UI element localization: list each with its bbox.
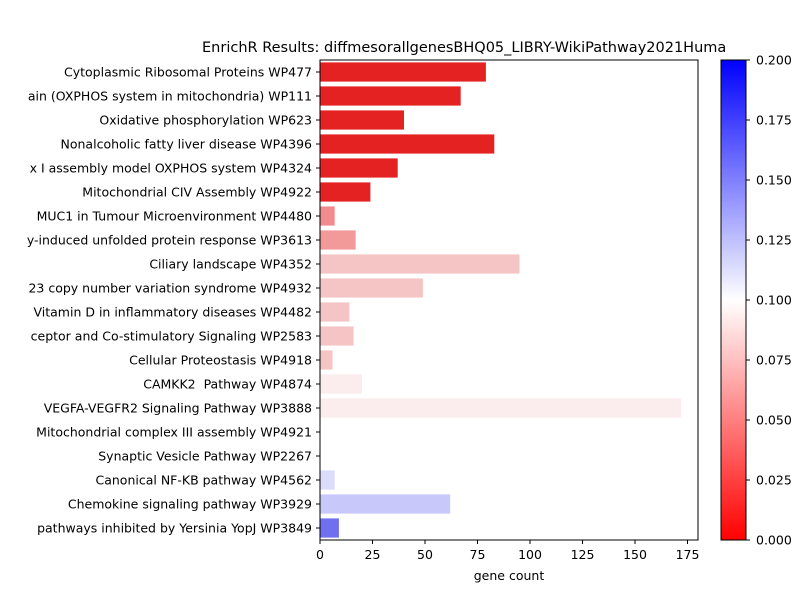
y-tick-label: Ciliary landscape WP4352 [149, 257, 312, 272]
y-tick-label: pathways inhibited by Yersinia YopJ WP38… [33, 521, 312, 536]
bar [320, 350, 333, 370]
y-tick-label: MUC1 in Tumour Microenvironment WP4480 [33, 209, 312, 224]
x-tick-label: 100 [518, 547, 542, 562]
y-tick-label: ceptor and Co-stimulatory Signaling WP25… [31, 329, 312, 344]
y-tick-label: y-induced unfolded protein response WP36… [27, 233, 312, 248]
bar [320, 518, 339, 538]
y-tick-label: Mitochondrial CIV Assembly WP4922 [82, 185, 312, 200]
y-tick-label: Vitamin D in inflammatory diseases WP448… [34, 305, 313, 320]
x-tick-label: 25 [365, 547, 381, 562]
y-tick-label: VEGFA-VEGFR2 Signaling Pathway WP3888 [44, 401, 312, 416]
y-tick-label: Cytoplasmic Ribosomal Proteins WP477 [64, 65, 312, 80]
y-tick-label: ain (OXPHOS system in mitochondria) WP11… [28, 89, 312, 104]
x-tick-label: 75 [470, 547, 486, 562]
bar [320, 110, 404, 130]
x-axis-label: gene count [474, 568, 545, 583]
y-tick-label: Mitochondrial complex III assembly WP492… [36, 425, 312, 440]
colorbar-tick-label: 0.000 [756, 533, 792, 548]
colorbar-tick-label: 0.100 [756, 293, 792, 308]
y-tick-label: x I assembly model OXPHOS system WP4324 [30, 161, 312, 176]
colorbar-tick-label: 0.150 [756, 173, 792, 188]
plot-frame [319, 59, 699, 541]
x-tick-label: 0 [316, 547, 324, 562]
colorbar-tick-label: 0.025 [756, 473, 792, 488]
bar [320, 134, 495, 154]
bar [320, 278, 423, 298]
colorbar-tick-label: 0.075 [756, 353, 792, 368]
y-tick-label: CAMKK2 Pathway WP4874 [143, 377, 312, 392]
colorbar-tick-label: 0.050 [756, 413, 792, 428]
y-tick-label: Oxidative phosphorylation WP623 [99, 113, 312, 128]
bar [320, 158, 398, 178]
x-tick-label: 175 [676, 547, 700, 562]
colorbar-tick-label: 0.200 [756, 53, 792, 68]
bar [320, 326, 354, 346]
y-tick-label: Nonalcoholic fatty liver disease WP4396 [61, 137, 313, 152]
x-tick-label: 150 [623, 547, 647, 562]
y-tick-label: Synaptic Vesicle Pathway WP2267 [98, 449, 312, 464]
y-tick-label: Canonical NF-KB pathway WP4562 [95, 473, 312, 488]
bar [320, 470, 335, 490]
bar [320, 182, 371, 202]
bar [320, 230, 356, 250]
chart-title: EnrichR Results: diffmesorallgenesBHQ05_… [202, 40, 726, 56]
bar [320, 206, 335, 226]
bar [320, 254, 520, 274]
colorbar-tick-label: 0.175 [756, 113, 792, 128]
colorbar [720, 59, 747, 541]
x-tick-label: 125 [571, 547, 595, 562]
bar [320, 494, 451, 514]
bar [320, 302, 350, 322]
x-tick-label: 50 [417, 547, 433, 562]
bar [320, 62, 486, 82]
y-tick-label: 23 copy number variation syndrome WP4932 [28, 281, 312, 296]
bar [320, 374, 362, 394]
colorbar-tick-label: 0.125 [756, 233, 792, 248]
y-tick-label: Chemokine signaling pathway WP3929 [68, 497, 312, 512]
bar [320, 398, 682, 418]
y-tick-label: Cellular Proteostasis WP4918 [129, 353, 312, 368]
bar [320, 86, 461, 106]
